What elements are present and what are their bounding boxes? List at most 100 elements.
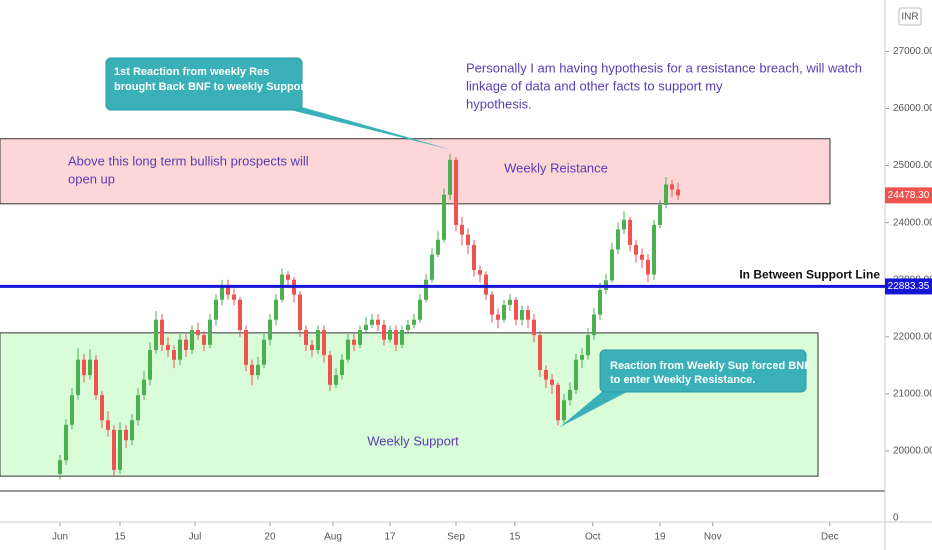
candle-body [298,294,302,330]
candle-body [340,359,344,376]
candle-body [166,344,170,350]
candle-body [586,335,590,356]
candle-body [76,359,80,396]
candle-body [430,254,434,280]
candle-body [322,329,326,356]
candle-body [406,324,410,330]
currency: INR [901,12,918,23]
candle-body [556,384,560,421]
candle-body [442,194,446,240]
x-tick-label: 20 [264,532,276,543]
candle-body [346,339,350,360]
candle-body [214,299,218,320]
x-tick-label: 15 [114,532,126,543]
candle-body [568,389,572,401]
candle-body [418,299,422,320]
candle-body [382,324,386,340]
candle-body [208,319,212,345]
candle-body [256,364,260,376]
candle-body [646,259,650,275]
candle-body [454,159,458,225]
candle-body [130,420,134,441]
candle-body [328,355,332,385]
callout-text: brought Back BNF to weekly Support [114,81,309,93]
candle-body [310,344,314,350]
candle-body [364,324,368,330]
candle-body [286,274,290,280]
resistance-zone [0,138,831,205]
zone-label: Weekly Reistance [504,161,608,176]
y-tick-label: 26000.00 [893,103,932,114]
candle-body [232,294,236,300]
x-tick-label: Sep [447,532,465,543]
y-tick-label: 27000.00 [893,46,932,57]
candle-body [508,299,512,305]
zone-label: Weekly Support [367,433,459,448]
x-tick-label: Dec [821,532,839,543]
candle-body [82,359,86,376]
x-tick-label: 17 [384,532,396,543]
x-tick-label: Nov [704,532,722,543]
candle-body [448,159,452,195]
candle-body [148,349,152,380]
candle-body [358,329,362,345]
candle-body [538,335,542,370]
candle-body [472,244,476,271]
note: Personally I am having hypothesis for a … [466,60,862,75]
candle-body [160,319,164,345]
candle-body [250,364,254,376]
candle-body [526,310,530,320]
x-tick-label: Oct [585,532,601,543]
candle-body [304,329,308,345]
note: linkage of data and other facts to suppo… [466,78,723,93]
candle-body [436,239,440,255]
candle-body [58,460,62,474]
currency-box[interactable] [898,7,922,26]
y-tick-label: 25000.00 [893,160,932,171]
note: open up [68,171,115,186]
candle-body [376,319,380,325]
support-price: 22883.35 [888,281,930,292]
candle-body [262,339,266,365]
candle-body [460,224,464,235]
last-price-badge [885,187,932,204]
y-tick-label: 21000.00 [893,389,932,400]
candle-body [178,339,182,360]
candle-body [184,339,188,350]
candle-body [394,329,398,345]
candle-body [106,420,110,430]
callout-text: to enter Weekly Resistance. [610,374,755,386]
candle-body [316,329,320,350]
x-tick-label: 19 [654,532,666,543]
candle-body [622,219,626,230]
candle-body [196,329,200,336]
x-tick-label: Jun [52,532,68,543]
last-price: 24478.30 [888,190,930,201]
candle-body [478,270,482,275]
candle-body [268,319,272,340]
candle-body [514,299,518,320]
candle-body [88,359,92,376]
candle-body [244,329,248,365]
candle-body [424,279,428,300]
candle-body [574,359,578,390]
callout-text: 1st Reaction from weekly Res [114,66,269,78]
y-tick-label: 20000.00 [893,446,932,457]
x-tick-label: 15 [509,532,521,543]
candle-body [466,234,470,245]
note: Above this long term bullish prospects w… [68,153,309,168]
y-tick-label: 22000.00 [893,331,932,342]
candle-body [658,204,662,225]
candle-body [220,284,224,300]
candle-body [544,369,548,380]
candle-body [616,229,620,250]
y-tick-label: 24000.00 [893,217,932,228]
candle-body [112,429,116,470]
candle-body [124,429,128,441]
candle-body [520,310,524,320]
callout-box [105,57,303,111]
candle-body [352,339,356,345]
candle-body [400,329,404,345]
candle-body [670,184,674,190]
candle-body [640,254,644,260]
